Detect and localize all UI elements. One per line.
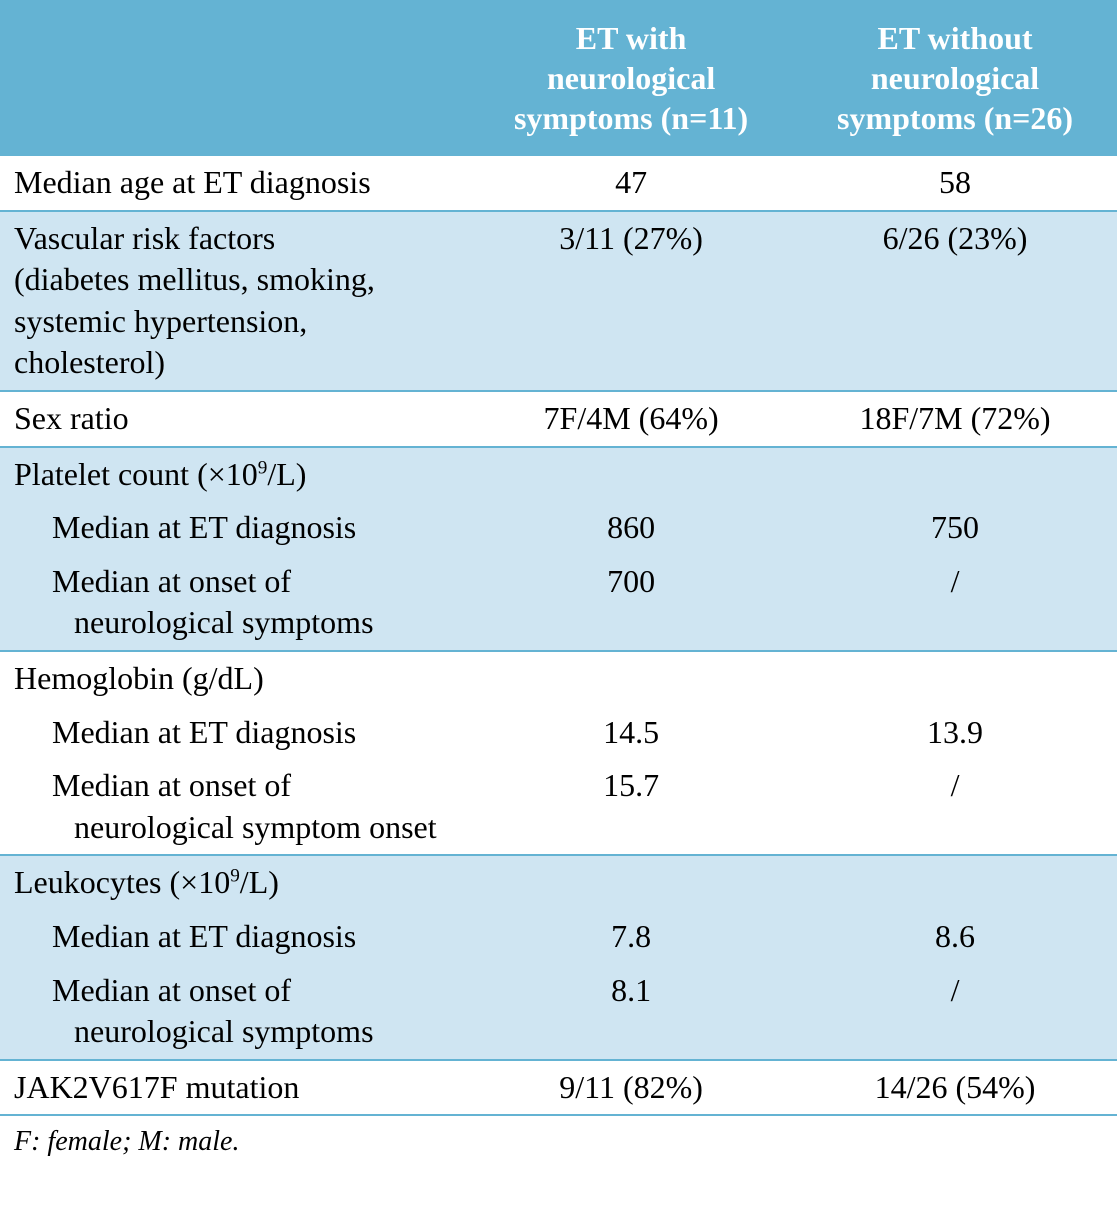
val-leuk-onset-with: 8.1 <box>469 964 793 1060</box>
leuk-sub2-l1: Median at onset of <box>14 970 455 1012</box>
leuk-sub2-l2: neurological symptoms <box>14 1011 455 1053</box>
val-sex-without: 18F/7M (72%) <box>793 391 1117 447</box>
table-header: ET with neurological symptoms (n=11) ET … <box>0 0 1117 156</box>
header-col1-l1: ET with <box>576 20 687 56</box>
val-jak2-with: 9/11 (82%) <box>469 1060 793 1116</box>
val-platelet-onset-without: / <box>793 555 1117 651</box>
val-platelet-dx-with: 860 <box>469 501 793 555</box>
row-sex-ratio: Sex ratio 7F/4M (64%) 18F/7M (72%) <box>0 391 1117 447</box>
label-leukocytes-onset: Median at onset of neurological symptoms <box>0 964 469 1060</box>
row-platelet-head: Platelet count (×109/L) <box>0 447 1117 502</box>
platelet-post: /L) <box>267 456 306 492</box>
label-leukocytes-dx: Median at ET diagnosis <box>0 910 469 964</box>
val-empty <box>793 447 1117 502</box>
hb-sub2-l1: Median at onset of <box>14 765 455 807</box>
val-empty <box>793 855 1117 910</box>
val-median-age-without: 58 <box>793 156 1117 211</box>
val-sex-with: 7F/4M (64%) <box>469 391 793 447</box>
vascular-l1: Vascular risk factors <box>14 220 275 256</box>
label-hemoglobin-head: Hemoglobin (g/dL) <box>0 651 469 706</box>
label-vascular-risk: Vascular risk factors (diabetes mellitus… <box>0 211 469 391</box>
val-empty <box>469 855 793 910</box>
leuk-sub1: Median at ET diagnosis <box>14 916 455 958</box>
val-platelet-dx-without: 750 <box>793 501 1117 555</box>
val-hb-dx-with: 14.5 <box>469 706 793 760</box>
row-hemoglobin-head: Hemoglobin (g/dL) <box>0 651 1117 706</box>
row-hemoglobin-onset: Median at onset of neurological symptom … <box>0 759 1117 855</box>
row-leukocytes-head: Leukocytes (×109/L) <box>0 855 1117 910</box>
val-hb-dx-without: 13.9 <box>793 706 1117 760</box>
row-median-age: Median age at ET diagnosis 47 58 <box>0 156 1117 211</box>
row-leukocytes-dx: Median at ET diagnosis 7.8 8.6 <box>0 910 1117 964</box>
header-col1-l2: neurological <box>547 60 715 96</box>
row-platelet-dx: Median at ET diagnosis 860 750 <box>0 501 1117 555</box>
val-empty <box>469 447 793 502</box>
row-leukocytes-onset: Median at onset of neurological symptoms… <box>0 964 1117 1060</box>
label-median-age: Median age at ET diagnosis <box>0 156 469 211</box>
header-col-without: ET without neurological symptoms (n=26) <box>793 0 1117 156</box>
header-col2-l3: symptoms (n=26) <box>837 100 1073 136</box>
label-platelet-head: Platelet count (×109/L) <box>0 447 469 502</box>
platelet-sup: 9 <box>258 457 268 478</box>
header-col1-l3: symptoms (n=11) <box>514 100 748 136</box>
platelet-pre: Platelet count (×10 <box>14 456 258 492</box>
label-platelet-dx: Median at ET diagnosis <box>0 501 469 555</box>
hb-sub2-l2: neurological symptom onset <box>14 807 455 849</box>
header-blank <box>0 0 469 156</box>
val-hb-onset-without: / <box>793 759 1117 855</box>
header-col2-l1: ET without <box>878 20 1033 56</box>
leuk-pre: Leukocytes (×10 <box>14 864 230 900</box>
label-platelet-onset: Median at onset of neurological symptoms <box>0 555 469 651</box>
comparison-table: ET with neurological symptoms (n=11) ET … <box>0 0 1117 1166</box>
label-jak2: JAK2V617F mutation <box>0 1060 469 1116</box>
val-median-age-with: 47 <box>469 156 793 211</box>
label-sex-ratio: Sex ratio <box>0 391 469 447</box>
hb-sub1: Median at ET diagnosis <box>14 712 455 754</box>
val-empty <box>469 651 793 706</box>
label-hemoglobin-dx: Median at ET diagnosis <box>0 706 469 760</box>
label-leukocytes-head: Leukocytes (×109/L) <box>0 855 469 910</box>
vascular-l4: cholesterol) <box>14 344 165 380</box>
platelet-sub2-l1: Median at onset of <box>14 561 455 603</box>
row-jak2: JAK2V617F mutation 9/11 (82%) 14/26 (54%… <box>0 1060 1117 1116</box>
val-jak2-without: 14/26 (54%) <box>793 1060 1117 1116</box>
label-hemoglobin-onset: Median at onset of neurological symptom … <box>0 759 469 855</box>
platelet-sub1: Median at ET diagnosis <box>14 507 455 549</box>
row-platelet-onset: Median at onset of neurological symptoms… <box>0 555 1117 651</box>
header-col2-l2: neurological <box>871 60 1039 96</box>
val-leuk-onset-without: / <box>793 964 1117 1060</box>
val-leuk-dx-without: 8.6 <box>793 910 1117 964</box>
table-body: Median age at ET diagnosis 47 58 Vascula… <box>0 156 1117 1115</box>
footnote-text: F: female; M: male. <box>0 1115 1117 1166</box>
table-footnote: F: female; M: male. <box>0 1115 1117 1166</box>
header-col-with: ET with neurological symptoms (n=11) <box>469 0 793 156</box>
leuk-post: /L) <box>240 864 279 900</box>
vascular-l2: (diabetes mellitus, smoking, <box>14 261 375 297</box>
val-vascular-without: 6/26 (23%) <box>793 211 1117 391</box>
leuk-sup: 9 <box>230 866 240 887</box>
row-hemoglobin-dx: Median at ET diagnosis 14.5 13.9 <box>0 706 1117 760</box>
val-leuk-dx-with: 7.8 <box>469 910 793 964</box>
val-hb-onset-with: 15.7 <box>469 759 793 855</box>
row-vascular-risk: Vascular risk factors (diabetes mellitus… <box>0 211 1117 391</box>
platelet-sub2-l2: neurological symptoms <box>14 602 455 644</box>
val-empty <box>793 651 1117 706</box>
vascular-l3: systemic hypertension, <box>14 303 307 339</box>
val-platelet-onset-with: 700 <box>469 555 793 651</box>
val-vascular-with: 3/11 (27%) <box>469 211 793 391</box>
